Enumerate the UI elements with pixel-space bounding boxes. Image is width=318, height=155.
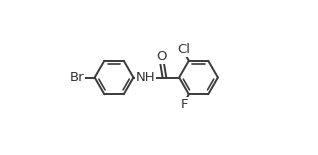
Text: O: O [156,50,167,63]
Text: Br: Br [70,71,85,84]
Text: F: F [180,98,188,111]
Text: NH: NH [136,71,156,84]
Text: Cl: Cl [177,43,190,56]
